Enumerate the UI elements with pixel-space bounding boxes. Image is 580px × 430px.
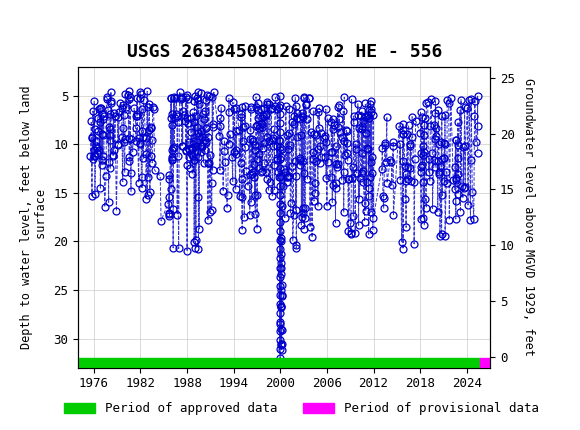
- Text: ≡USGS: ≡USGS: [10, 14, 81, 31]
- Bar: [78, 358, 480, 368]
- Legend: Period of approved data, Period of provisional data: Period of approved data, Period of provi…: [59, 397, 544, 420]
- Title: USGS 263845081260702 HE - 556: USGS 263845081260702 HE - 556: [126, 43, 442, 61]
- Y-axis label: Depth to water level, feet below land
 surface: Depth to water level, feet below land su…: [20, 85, 48, 349]
- Y-axis label: Groundwater level above MGVD 1929, feet: Groundwater level above MGVD 1929, feet: [522, 78, 535, 356]
- Bar: [480, 358, 490, 368]
